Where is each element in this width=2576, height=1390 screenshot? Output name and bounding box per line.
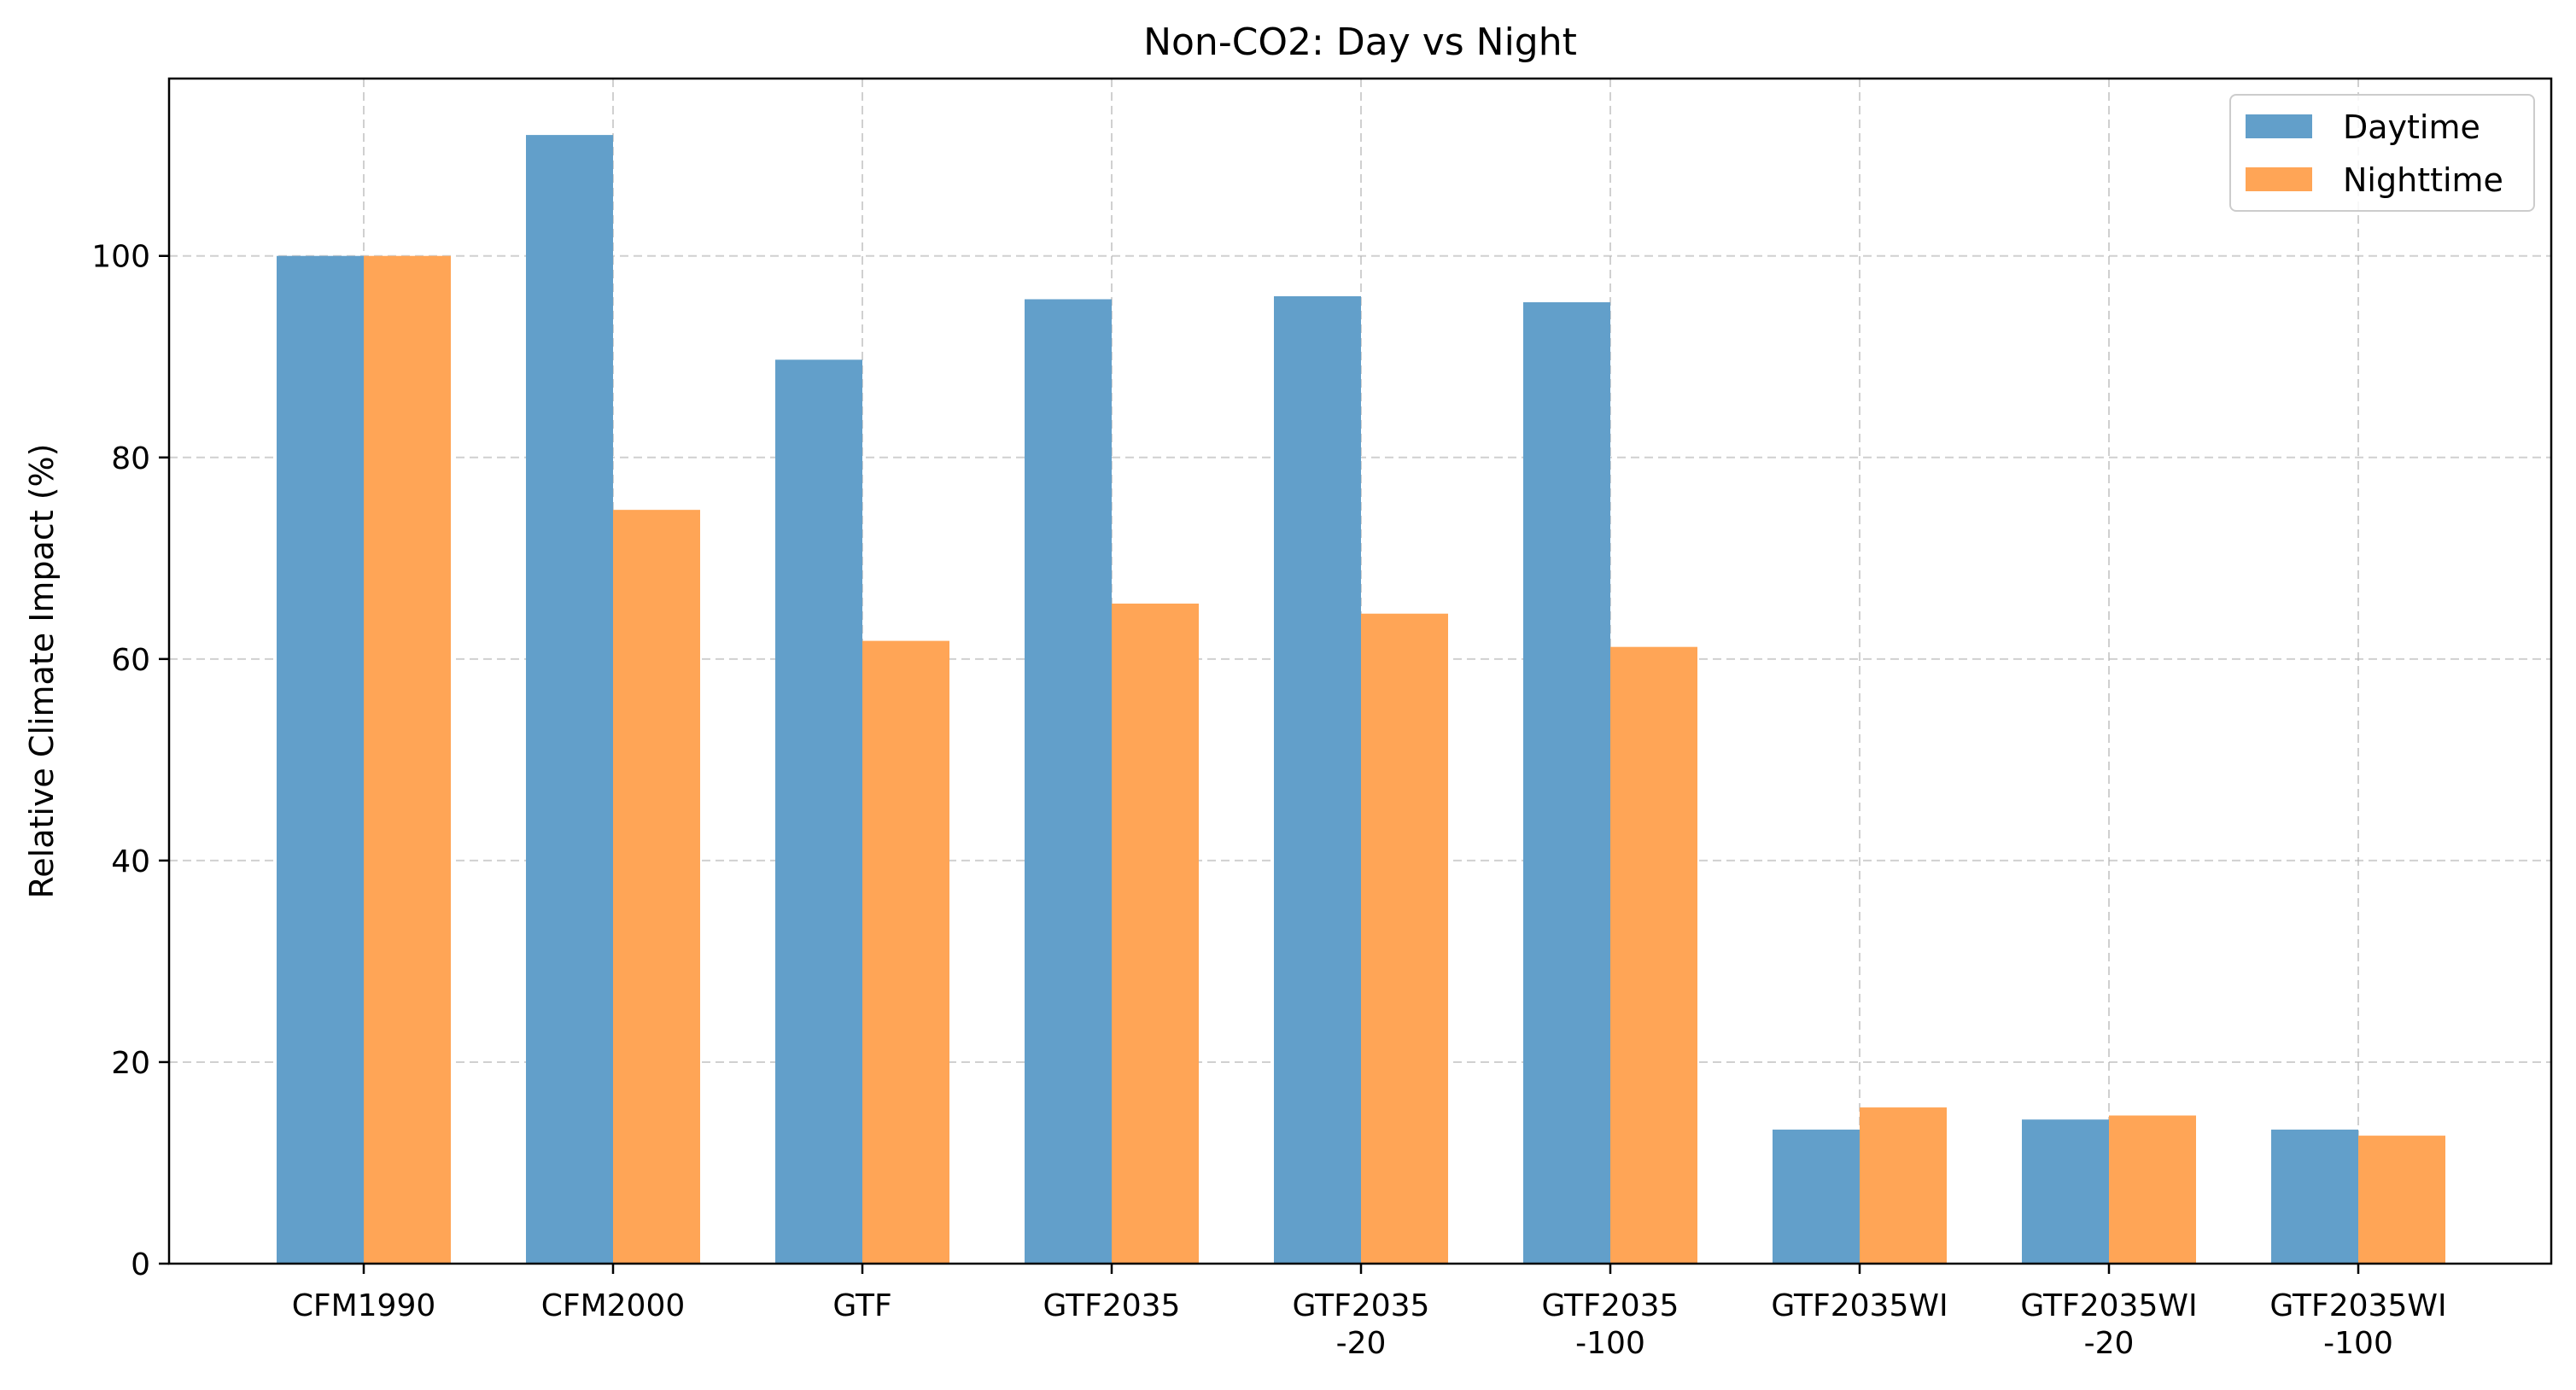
y-axis-label: Relative Climate Impact (%) bbox=[23, 444, 61, 899]
x-tick-label: GTF2035 -100 bbox=[1542, 1288, 1679, 1361]
x-tick-label: GTF bbox=[832, 1288, 891, 1323]
legend: Daytime Nighttime bbox=[2229, 94, 2535, 212]
bar-nighttime bbox=[2109, 1115, 2196, 1264]
bar-daytime bbox=[1025, 299, 1112, 1264]
bars bbox=[277, 135, 2445, 1264]
bar-daytime bbox=[1523, 302, 1610, 1264]
x-tick-label: GTF2035WI -20 bbox=[2020, 1288, 2197, 1361]
bar-daytime bbox=[2271, 1130, 2358, 1264]
legend-swatch-daytime bbox=[2246, 114, 2312, 138]
bar-daytime bbox=[2022, 1119, 2109, 1264]
bar-nighttime bbox=[1610, 646, 1697, 1264]
y-tick-label: 40 bbox=[111, 844, 150, 879]
legend-label-nighttime: Nighttime bbox=[2343, 161, 2503, 199]
x-tick-label: CFM1990 bbox=[292, 1288, 436, 1323]
x-tick-label: GTF2035WI bbox=[1771, 1288, 1948, 1323]
x-tick-label: GTF2035 bbox=[1043, 1288, 1181, 1323]
chart-title: Non-CO2: Day vs Night bbox=[1143, 20, 1577, 64]
x-tick-label: GTF2035WI -100 bbox=[2269, 1288, 2446, 1361]
y-tick-label: 20 bbox=[111, 1046, 150, 1081]
bar-nighttime bbox=[862, 640, 949, 1264]
bar-nighttime bbox=[364, 255, 451, 1264]
y-tick-label: 80 bbox=[111, 441, 150, 476]
bar-daytime bbox=[1274, 295, 1361, 1264]
bar-nighttime bbox=[613, 510, 700, 1264]
bar-daytime bbox=[1773, 1130, 1860, 1264]
y-tick-label: 60 bbox=[111, 643, 150, 678]
bar-nighttime bbox=[1860, 1107, 1947, 1264]
y-tick-label: 0 bbox=[131, 1247, 150, 1282]
bar-daytime bbox=[277, 255, 364, 1264]
bar-nighttime bbox=[1361, 613, 1448, 1264]
legend-label-daytime: Daytime bbox=[2343, 108, 2480, 146]
bar-nighttime bbox=[1112, 603, 1199, 1264]
x-axis-ticks: CFM1990 CFM2000 GTF GTF2035 GTF2035 -20 GTF203… bbox=[292, 1264, 2447, 1361]
x-tick-label: GTF2035 -20 bbox=[1293, 1288, 1430, 1361]
y-axis-ticks: 0 20 40 60 80 100 bbox=[91, 240, 169, 1282]
legend-swatch-nighttime bbox=[2246, 167, 2312, 191]
y-tick-label: 100 bbox=[91, 240, 150, 275]
bar-daytime bbox=[526, 135, 613, 1264]
bar-nighttime bbox=[2358, 1136, 2445, 1264]
x-tick-label: CFM2000 bbox=[541, 1288, 686, 1323]
bar-daytime bbox=[775, 359, 862, 1264]
